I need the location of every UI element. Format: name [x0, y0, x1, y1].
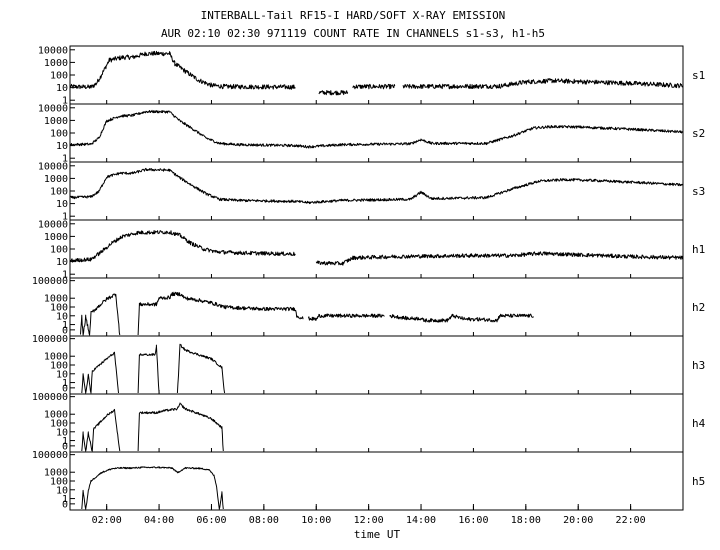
x-tick-label: 16:00: [458, 515, 488, 526]
series-line-s2: [69, 109, 684, 149]
panel-frame-h1: [69, 219, 684, 279]
y-tick-label: 10000: [38, 219, 68, 230]
y-tick-label: 1000: [44, 410, 68, 421]
y-tick-label: 1000: [44, 294, 68, 305]
y-tick-label: 0: [62, 499, 68, 510]
chart-subtitle: AUR 02:10 02:30 971119 COUNT RATE IN CHA…: [161, 27, 545, 40]
x-tick-label: 18:00: [511, 515, 541, 526]
y-tick-label: 100000: [32, 276, 68, 287]
y-tick-label: 0: [62, 325, 68, 336]
y-tick-label: 10: [56, 311, 68, 322]
y-tick-label: 10000: [38, 45, 68, 56]
y-tick-label: 100000: [32, 392, 68, 403]
panel-frame-h2: [69, 277, 684, 337]
y-tick-label: 1000: [44, 58, 68, 69]
y-tick-label: 100: [50, 129, 68, 140]
panel-frame-h5: [69, 451, 684, 511]
series-line-s1: [69, 50, 684, 96]
series-line-h1: [69, 230, 684, 266]
x-tick-label: 02:00: [92, 515, 122, 526]
series-line-h2: [80, 291, 534, 336]
y-tick-label: 10: [56, 427, 68, 438]
y-tick-label: 1: [62, 154, 68, 165]
panels-group: 100001000100101s1100001000100101s2100001…: [32, 45, 706, 511]
y-tick-label: 1: [62, 378, 68, 389]
panel-label-h4: h4: [692, 417, 706, 430]
y-tick-label: 10: [56, 369, 68, 380]
panel-label-h3: h3: [692, 359, 705, 372]
y-tick-label: 100000: [32, 450, 68, 461]
y-tick-label: 1000: [44, 468, 68, 479]
x-tick-label: 22:00: [616, 515, 646, 526]
y-tick-label: 0: [62, 441, 68, 452]
y-tick-label: 1: [62, 320, 68, 331]
series-line-h4: [81, 402, 224, 452]
panel-frame-h4: [69, 393, 684, 453]
y-tick-label: 0: [62, 383, 68, 394]
series-line-h5: [81, 466, 224, 510]
y-tick-label: 100: [50, 361, 68, 372]
y-tick-label: 100: [50, 419, 68, 430]
y-tick-label: 1: [62, 494, 68, 505]
panel-label-h1: h1: [692, 243, 705, 256]
x-tick-label: 04:00: [144, 515, 174, 526]
panel-label-s3: s3: [692, 185, 705, 198]
y-tick-label: 10000: [38, 161, 68, 172]
series-line-h3: [81, 343, 226, 394]
y-tick-label: 1000: [44, 116, 68, 127]
y-tick-label: 10: [56, 83, 68, 94]
y-tick-label: 100: [50, 245, 68, 256]
x-axis: 02:00 04:00 06:00 08:00 10:00 12:00 14:00 16:00…: [92, 504, 646, 526]
y-tick-label: 100: [50, 187, 68, 198]
panel-label-h2: h2: [692, 301, 705, 314]
y-tick-label: 100: [50, 303, 68, 314]
panel-frame-h3: [69, 335, 684, 395]
y-tick-label: 1: [62, 270, 68, 281]
panel-label-s2: s2: [692, 127, 705, 140]
y-tick-label: 1: [62, 212, 68, 223]
x-tick-label: 08:00: [249, 515, 279, 526]
x-tick-label: 12:00: [354, 515, 384, 526]
series-line-s3: [69, 167, 684, 205]
chart-title: INTERBALL-Tail RF15-I HARD/SOFT X-RAY EM…: [201, 9, 506, 22]
y-tick-label: 1: [62, 96, 68, 107]
panel-label-s1: s1: [692, 69, 705, 82]
y-tick-label: 10: [56, 485, 68, 496]
x-tick-label: 14:00: [406, 515, 436, 526]
y-tick-label: 100000: [32, 334, 68, 345]
panel-label-h5: h5: [692, 475, 705, 488]
y-tick-label: 1: [62, 436, 68, 447]
y-tick-label: 10000: [38, 103, 68, 114]
y-tick-label: 10: [56, 141, 68, 152]
y-tick-label: 1000: [44, 232, 68, 243]
y-tick-label: 10: [56, 199, 68, 210]
x-tick-label: 06:00: [196, 515, 226, 526]
y-tick-label: 10: [56, 257, 68, 268]
y-tick-label: 1000: [44, 352, 68, 363]
y-tick-label: 1000: [44, 174, 68, 185]
y-tick-label: 100: [50, 71, 68, 82]
y-tick-label: 100: [50, 477, 68, 488]
x-tick-label: 10:00: [301, 515, 331, 526]
x-tick-label: 20:00: [563, 515, 593, 526]
x-axis-label: time UT: [354, 528, 401, 541]
